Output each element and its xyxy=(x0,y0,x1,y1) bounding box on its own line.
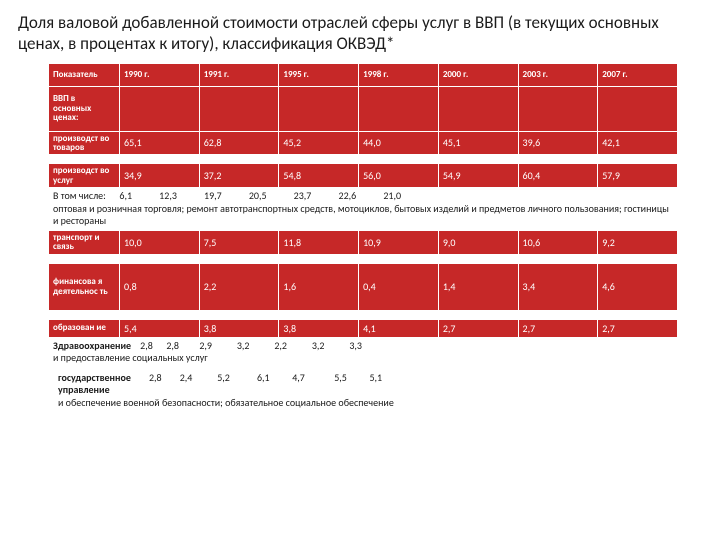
col-2000: 2000 г. xyxy=(438,63,518,86)
health-text: и предоставление социальных услуг xyxy=(53,351,208,364)
including-nums: 6,1 12,3 19,7 20,5 23,7 22,6 21,0 xyxy=(119,189,401,202)
finance-1991: 2,2 xyxy=(199,263,279,310)
gva-table: Показатель 1990 г. 1991 г. 1995 г. 1998 … xyxy=(48,63,678,368)
row-gdp-label: ВВП в основных ценах: xyxy=(49,86,678,131)
education-1995: 3,8 xyxy=(279,319,359,337)
services-2000: 54,9 xyxy=(438,164,518,188)
row-finance: финансова я деятельнос ть 0,8 2,2 1,6 0,… xyxy=(49,263,678,310)
row-including-note: В том числе: 6,1 12,3 19,7 20,5 23,7 22,… xyxy=(49,188,678,231)
slide-title: Доля валовой добавленной стоимости отрас… xyxy=(18,12,702,55)
col-1998: 1998 г. xyxy=(359,63,439,86)
services-1990: 34,9 xyxy=(120,164,200,188)
finance-1990: 0,8 xyxy=(120,263,200,310)
row-health-note: Здравоохранение 2,8 2,8 2,9 3,2 2,2 3,2 … xyxy=(49,337,678,367)
table-header-row: Показатель 1990 г. 1991 г. 1995 г. 1998 … xyxy=(49,63,678,86)
label-finance: финансова я деятельнос ть xyxy=(49,263,120,310)
row-transport: транспорт и связь 10,0 7,5 11,8 10,9 9,0… xyxy=(49,230,678,254)
education-2003: 2,7 xyxy=(518,319,598,337)
education-2000: 2,7 xyxy=(438,319,518,337)
goods-2000: 45,1 xyxy=(438,131,518,155)
label-transport: транспорт и связь xyxy=(49,230,120,254)
goods-1998: 44,0 xyxy=(359,131,439,155)
including-text: оптовая и розничная торговля; ремонт авт… xyxy=(53,202,669,228)
education-2007: 2,7 xyxy=(598,319,678,337)
label-services: производст во услуг xyxy=(49,164,120,188)
cell-gdp-label: ВВП в основных ценах: xyxy=(49,86,120,131)
goods-1990: 65,1 xyxy=(120,131,200,155)
health-nums: 2,8 2,8 2,9 3,2 2,2 3,2 3,3 xyxy=(140,339,362,352)
col-indicator: Показатель xyxy=(49,63,120,86)
col-2003: 2003 г. xyxy=(518,63,598,86)
services-2003: 60,4 xyxy=(518,164,598,188)
services-1998: 56,0 xyxy=(359,164,439,188)
education-1998: 4,1 xyxy=(359,319,439,337)
row-goods: производст во товаров 65,1 62,8 45,2 44,… xyxy=(49,131,678,155)
services-1991: 37,2 xyxy=(199,164,279,188)
transport-1991: 7,5 xyxy=(199,230,279,254)
row-education: образован ие 5,4 3,8 3,8 4,1 2,7 2,7 2,7 xyxy=(49,319,678,337)
col-2007: 2007 г. xyxy=(598,63,678,86)
goods-1995: 45,2 xyxy=(279,131,359,155)
finance-1995: 1,6 xyxy=(279,263,359,310)
label-goods: производст во товаров xyxy=(49,131,120,155)
col-1995: 1995 г. xyxy=(279,63,359,86)
transport-2007: 9,2 xyxy=(598,230,678,254)
gov-note: государственное 2,8 2,4 5,2 6,1 4,7 5,5 … xyxy=(58,372,702,410)
transport-1990: 10,0 xyxy=(120,230,200,254)
row-services: производст во услуг 34,9 37,2 54,8 56,0 … xyxy=(49,164,678,188)
finance-1998: 0,4 xyxy=(359,263,439,310)
health-lead: Здравоохранение xyxy=(53,339,131,352)
services-2007: 57,9 xyxy=(598,164,678,188)
transport-2003: 10,6 xyxy=(518,230,598,254)
transport-1998: 10,9 xyxy=(359,230,439,254)
gov-text: и обеспечение военной безопасности; обяз… xyxy=(58,396,394,409)
goods-1991: 62,8 xyxy=(199,131,279,155)
finance-2003: 3,4 xyxy=(518,263,598,310)
including-lead: В том числе: xyxy=(53,189,106,202)
gov-nums: 2,8 2,4 5,2 6,1 4,7 5,5 5,1 xyxy=(149,371,382,384)
goods-2003: 39,6 xyxy=(518,131,598,155)
transport-1995: 11,8 xyxy=(279,230,359,254)
goods-2007: 42,1 xyxy=(598,131,678,155)
transport-2000: 9,0 xyxy=(438,230,518,254)
finance-2007: 4,6 xyxy=(598,263,678,310)
col-1990: 1990 г. xyxy=(120,63,200,86)
finance-2000: 1,4 xyxy=(438,263,518,310)
services-1995: 54,8 xyxy=(279,164,359,188)
education-1990: 5,4 xyxy=(120,319,200,337)
col-1991: 1991 г. xyxy=(199,63,279,86)
gov-lead: государственное xyxy=(58,371,131,384)
label-education: образован ие xyxy=(49,319,120,337)
gov-lead2: управление xyxy=(58,383,110,396)
education-1991: 3,8 xyxy=(199,319,279,337)
